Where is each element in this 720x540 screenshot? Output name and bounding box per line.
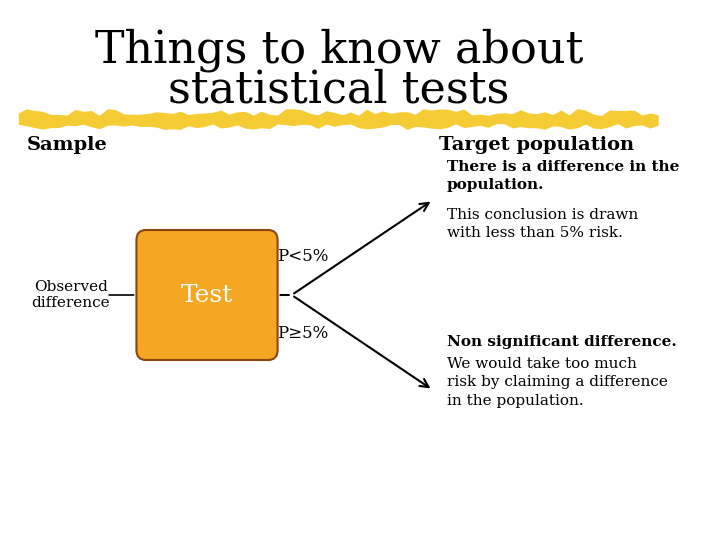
Text: Things to know about: Things to know about xyxy=(94,28,583,72)
Text: Target population: Target population xyxy=(438,136,634,154)
Text: This conclusion is drawn
with less than 5% risk.: This conclusion is drawn with less than … xyxy=(447,208,638,240)
Text: We would take too much
risk by claiming a difference
in the population.: We would take too much risk by claiming … xyxy=(447,357,668,408)
Text: P≥5%: P≥5% xyxy=(277,325,328,342)
FancyBboxPatch shape xyxy=(137,230,278,360)
Text: P<5%: P<5% xyxy=(277,248,328,265)
Text: Non significant difference.: Non significant difference. xyxy=(447,335,677,349)
Polygon shape xyxy=(19,109,659,130)
Text: There is a difference in the
population.: There is a difference in the population. xyxy=(447,160,680,192)
Text: statistical tests: statistical tests xyxy=(168,69,510,112)
Text: Observed
difference: Observed difference xyxy=(31,280,110,310)
Text: Sample: Sample xyxy=(27,136,107,154)
Text: Test: Test xyxy=(181,284,233,307)
